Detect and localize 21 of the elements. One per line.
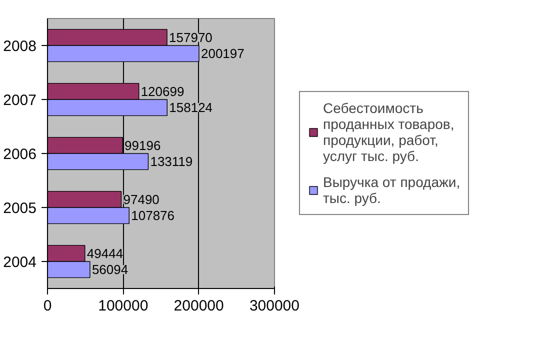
- data-label: 158124: [169, 100, 213, 116]
- data-label: 157970: [169, 30, 212, 45]
- data-label: 56094: [92, 262, 128, 278]
- y-tick-label: 2007: [3, 92, 37, 109]
- legend-label: Выручка от продажи, тыс. руб.: [323, 174, 460, 206]
- data-label: 133119: [150, 154, 193, 170]
- data-label: 99196: [124, 138, 161, 153]
- y-tick-label: 2005: [3, 200, 37, 217]
- y-tick-label: 2008: [3, 38, 37, 55]
- x-tick-label: 0: [43, 298, 52, 314]
- data-label: 97490: [123, 192, 160, 207]
- y-tick-label: 2004: [3, 254, 37, 271]
- data-label: 107876: [131, 208, 175, 224]
- data-label: 120699: [140, 84, 184, 99]
- legend-label: Себестоимость проданных товаров, продукции, работ, услуг тыс. руб.: [323, 100, 454, 164]
- data-label: 49444: [86, 246, 124, 261]
- x-tick-label: 300000: [249, 298, 300, 314]
- y-tick-label: 2006: [3, 146, 37, 163]
- x-tick-label: 100000: [98, 298, 148, 314]
- x-tick-label: 200000: [174, 298, 224, 314]
- data-label: 200197: [200, 46, 244, 62]
